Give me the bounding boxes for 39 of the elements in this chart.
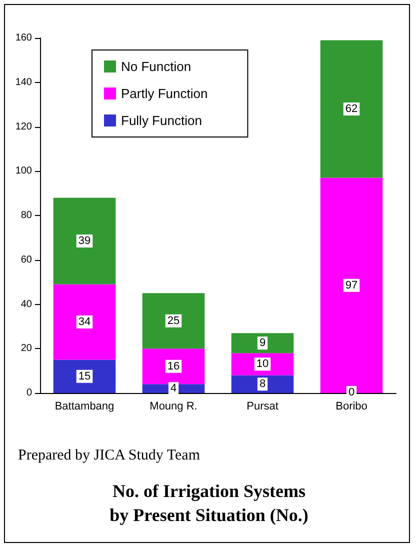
legend-label: Fully Function [121,113,202,128]
bar [231,375,294,393]
x-tick-label: Battambang [54,400,114,412]
bar [53,198,116,284]
y-tick-label: 0 [26,388,32,398]
data-label: 39 [78,235,91,248]
legend-label: No Function [121,59,192,74]
y-tick-label: 80 [20,210,32,221]
bar [231,333,294,354]
y-tick-label: 160 [15,32,32,44]
bar [231,353,294,376]
text: Prepared by JICA Study Team [18,448,200,464]
bar [320,40,383,178]
y-tick-label: 140 [15,76,32,88]
data-label: 0 [348,386,355,398]
bar [53,360,116,393]
data-label: 16 [167,360,180,372]
data-label: 62 [345,103,358,115]
bar [142,293,205,349]
legend-label: Partly Function [121,86,208,101]
data-label: 25 [167,314,180,327]
data-label: 9 [259,337,266,350]
bar [53,284,116,360]
data-label: 97 [345,279,358,292]
y-tick-label: 120 [15,121,32,132]
data-label: 15 [78,370,91,382]
data-label: 4 [170,382,177,395]
x-tick-label: Boribo [336,400,368,412]
y-tick-label: 40 [20,298,32,310]
bar [142,348,205,384]
y-tick-label: 60 [20,254,32,266]
y-tick-label: 100 [15,166,32,177]
data-label: 34 [78,316,91,328]
y-tick-label: 20 [20,343,32,354]
text: No. of Irrigation Systems by Present Situation (No.) [110,481,308,525]
x-tick-label: Pursat [246,400,278,412]
data-label: 10 [256,358,269,370]
x-tick-label: Moung R. [150,400,198,412]
data-label: 8 [259,378,266,390]
